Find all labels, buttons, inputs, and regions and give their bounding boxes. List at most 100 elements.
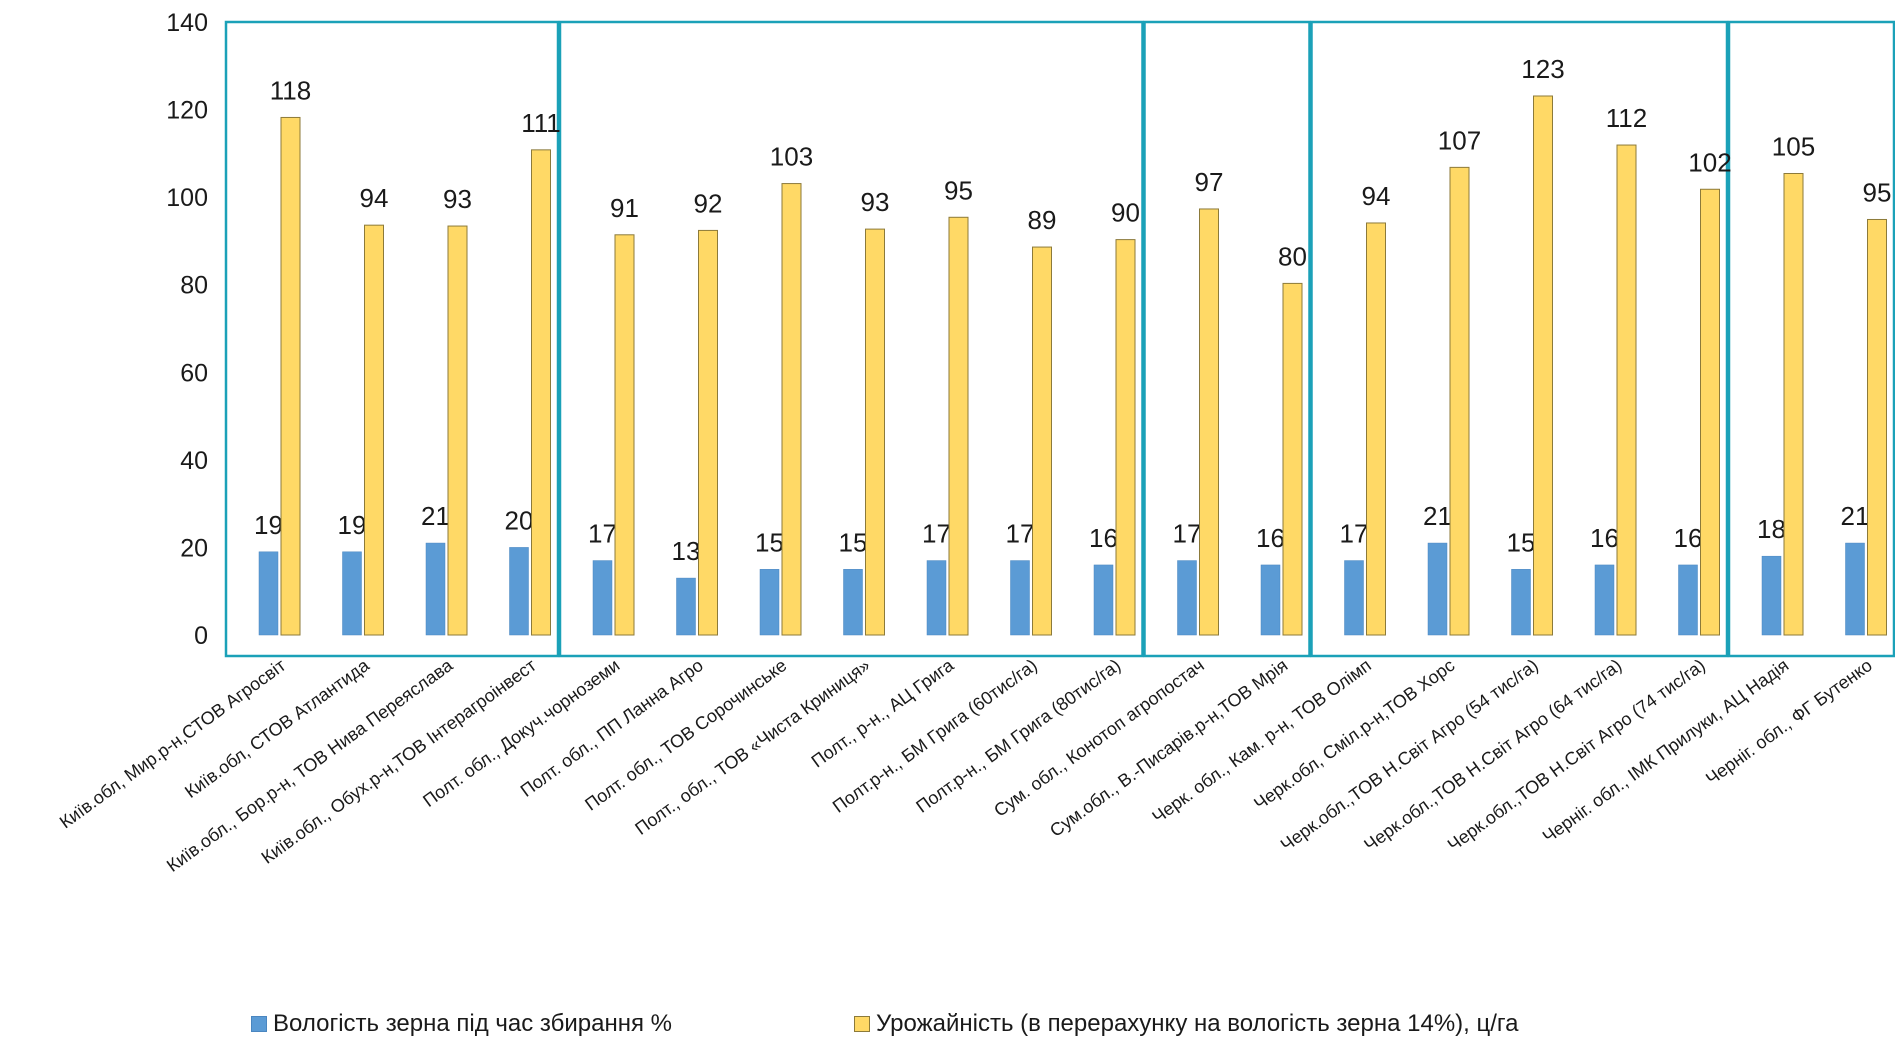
bar-yield [1700,188,1720,636]
bar-moisture [1594,564,1615,636]
bar-moisture [1511,569,1531,636]
bar-chart: 0 20 40 60 80 100 120 140 19 19 21 20 17 13 15 15 17 17 16… [56,9,1895,876]
data-label-yield: 89 [1028,205,1057,235]
bar-moisture [592,560,613,636]
bar-yield [781,183,802,636]
bar-yield [364,224,384,636]
data-label-moisture: 21 [1423,501,1452,531]
data-label-moisture: 16 [1089,523,1118,553]
region-group-border [558,20,1144,658]
bar-moisture [1678,564,1698,636]
data-label-yield: 95 [944,175,973,205]
legend-label-yield: Урожайність (в перерахунку на вологість … [876,1010,1519,1037]
bar-yield [1783,172,1804,636]
data-label-moisture: 16 [1590,523,1619,553]
data-label-yield: 103 [770,142,813,172]
data-label-moisture: 16 [1674,523,1703,553]
data-label-moisture: 19 [254,510,283,540]
bar-yield [1616,144,1637,636]
y-tick-label: 120 [166,97,208,125]
bar-yield [1449,166,1470,636]
bar-moisture [258,551,279,636]
bar-yield [1115,239,1136,636]
data-label-yield: 123 [1521,54,1564,84]
data-label-yield: 92 [694,188,723,218]
data-label-yield: 97 [1195,167,1224,197]
bar-moisture [1093,564,1114,636]
bar-moisture [1344,560,1364,636]
bar-yield [614,234,635,636]
category-label: Полт., р-н., АЦ Грига [808,654,959,771]
y-tick-label: 140 [166,9,208,37]
bar-moisture [1177,560,1197,636]
y-tick-label: 60 [180,359,208,387]
bar-yield [447,225,468,636]
bar-moisture [342,551,362,636]
region-group-border [1143,20,1311,658]
bar-moisture [509,547,529,636]
y-tick-label: 20 [180,534,208,562]
bar-moisture [1427,542,1448,636]
y-tick-label: 100 [166,184,208,212]
data-label-moisture: 15 [839,527,868,557]
data-label-moisture: 19 [338,510,367,540]
data-label-moisture: 21 [1841,501,1870,531]
bar-moisture [1010,560,1030,636]
legend: Вологість зерна під час збирання % Урожа… [0,1010,1895,1044]
data-label-yield: 91 [610,193,639,223]
data-label-yield: 102 [1688,147,1731,177]
data-label-moisture: 17 [1340,519,1369,549]
bar-moisture [1260,564,1281,636]
data-label-moisture: 17 [1173,519,1202,549]
legend-item-yield: Урожайність (в перерахунку на вологість … [854,1010,1518,1038]
bar-yield [1282,282,1303,636]
data-label-yield: 90 [1111,198,1140,228]
data-label-moisture: 20 [505,505,534,535]
bar-yield [1867,218,1887,636]
data-label-moisture: 13 [672,536,701,566]
data-label-moisture: 18 [1757,514,1786,544]
data-label-yield: 94 [1362,181,1391,211]
legend-label-moisture: Вологість зерна під час збирання % [273,1010,673,1037]
bar-moisture [926,560,947,636]
data-label-moisture: 15 [1507,527,1536,557]
data-label-moisture: 15 [755,527,784,557]
legend-swatch-yield [854,1016,870,1032]
data-label-yield: 95 [1863,177,1892,207]
legend-swatch-moisture [251,1016,267,1032]
data-label-yield: 118 [270,75,311,105]
data-label-yield: 93 [443,184,472,214]
category-label: Київ.обл., Бор.р-н, ТОВ Нива Переяслава [163,654,457,875]
data-label-yield: 107 [1438,125,1481,155]
data-label-moisture: 17 [922,519,951,549]
bar-yield [280,116,301,636]
bar-moisture [425,542,446,636]
data-label-yield: 93 [861,187,890,217]
y-tick-label: 80 [180,272,208,300]
data-label-yield: 80 [1278,241,1307,271]
legend-item-moisture: Вологість зерна під час збирання % [251,1010,672,1038]
bar-yield [1366,222,1386,636]
region-group-border [1727,20,1895,658]
bar-yield [948,216,969,636]
bar-moisture [1761,555,1782,636]
region-group-border [1310,20,1729,658]
y-tick-label: 40 [180,447,208,475]
data-label-moisture: 16 [1256,523,1285,553]
bar-moisture [843,569,863,636]
bar-moisture [1845,542,1865,636]
data-label-moisture: 17 [588,519,617,549]
data-label-moisture: 17 [1006,519,1035,549]
bar-yield [531,149,551,636]
category-label: Черніг. обл., ФГ Бутенко [1702,655,1876,789]
data-label-moisture: 21 [421,501,450,531]
data-label-yield: 94 [360,183,389,213]
bar-yield [1199,208,1219,636]
bar-moisture [759,569,780,636]
data-label-yield: 105 [1772,131,1815,161]
region-group-border [224,20,560,658]
bar-yield [865,228,885,636]
y-tick-label: 0 [194,622,208,650]
data-label-yield: 111 [521,108,561,138]
